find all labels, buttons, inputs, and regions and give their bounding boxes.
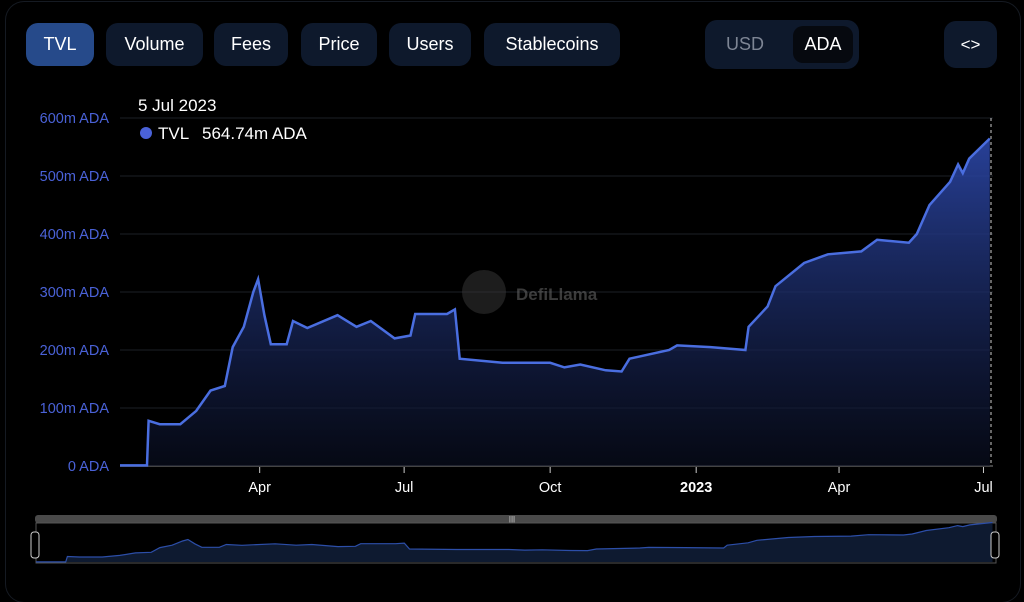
y-tick-label: 200m ADA: [40, 343, 110, 359]
currency-usd[interactable]: USD: [725, 34, 764, 54]
x-tick-label: Jul: [974, 480, 993, 496]
y-tick-label: 500m ADA: [40, 169, 110, 185]
x-tick-label: Jul: [395, 480, 414, 496]
y-tick-label: 600m ADA: [40, 111, 110, 127]
tooltip-date: 5 Jul 2023: [138, 96, 216, 115]
x-tick-label: Apr: [828, 480, 851, 496]
scrollbar-grip-icon[interactable]: |||: [509, 515, 515, 524]
tooltip-series: TVL: [158, 124, 189, 143]
currency-ada[interactable]: ADA: [793, 26, 853, 63]
tooltip-value: 564.74m ADA: [202, 124, 308, 143]
navigator-scrollbar[interactable]: [35, 515, 997, 523]
y-tick-label: 400m ADA: [40, 227, 110, 243]
tvl-area: [120, 138, 990, 466]
llama-logo-icon: [462, 270, 506, 314]
y-tick-label: 0 ADA: [68, 459, 109, 475]
tvl-line: [120, 137, 991, 467]
currency-toggle: USD ADA: [705, 20, 859, 69]
tab-stablecoins[interactable]: Stablecoins: [484, 23, 620, 66]
navigator-line: [36, 521, 993, 563]
navigator-area: [36, 522, 993, 562]
tooltip-series-dot: [140, 127, 152, 139]
tab-fees[interactable]: Fees: [214, 23, 288, 66]
tab-volume[interactable]: Volume: [106, 23, 203, 66]
code-icon: <>: [960, 34, 981, 54]
x-tick-label: Oct: [539, 480, 562, 496]
x-tick-label: Apr: [248, 480, 271, 496]
y-tick-label: 300m ADA: [40, 285, 110, 301]
y-tick-label: 100m ADA: [40, 401, 110, 417]
tab-price[interactable]: Price: [301, 23, 377, 66]
x-tick-label: 2023: [680, 480, 712, 496]
navigator-handle-left[interactable]: [30, 531, 40, 559]
tab-users[interactable]: Users: [389, 23, 471, 66]
tvl-chart[interactable]: DefiLlama 0 ADA 100m ADA 200m ADA 300m ADA 4…: [0, 0, 1024, 576]
tab-tvl[interactable]: TVL: [26, 23, 94, 66]
navigator-handle-right[interactable]: [990, 531, 1000, 559]
embed-button[interactable]: <>: [944, 21, 997, 68]
watermark: DefiLlama: [462, 270, 598, 314]
watermark-text: DefiLlama: [516, 285, 598, 304]
